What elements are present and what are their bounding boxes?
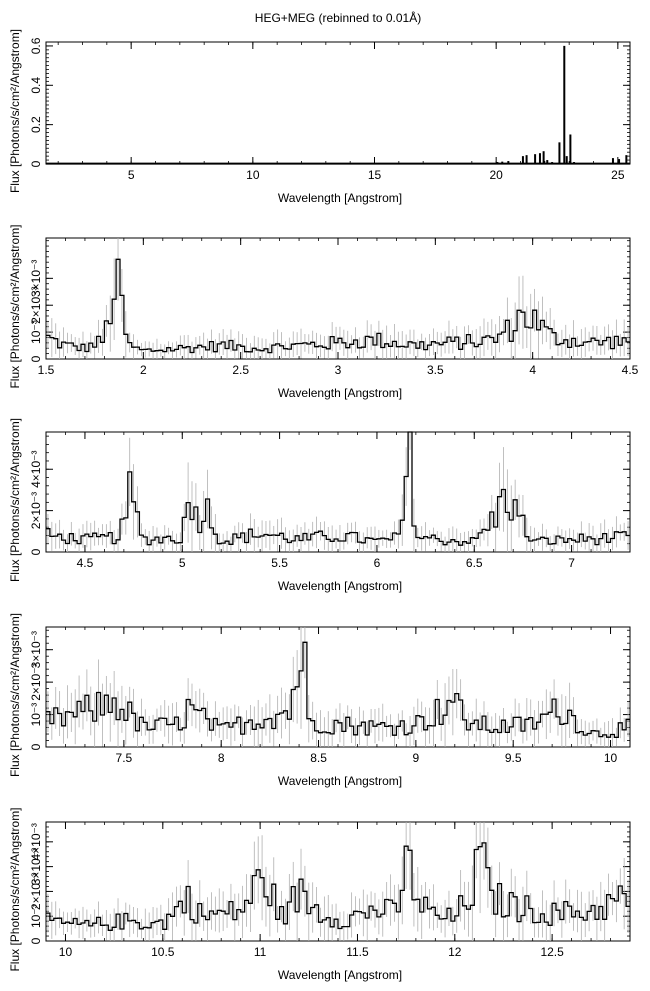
- x-tick-label: 2.5: [232, 363, 249, 377]
- y-tick-label: 4×10⁻³: [29, 451, 43, 488]
- x-tick-label: 11: [254, 945, 267, 959]
- series-2: [46, 238, 630, 359]
- y-tick-label: 0.4: [29, 77, 43, 94]
- panel-5: 10 10.5 11 11.5 12 12.5 0 10⁻³2×10⁻³3×10⁻³4×10⁻…: [8, 807, 631, 982]
- series-4: [46, 627, 630, 747]
- x-tick-label: 4: [529, 363, 536, 377]
- panel-4: 7.5 8 8.5 9 9.5 10 0 10⁻³ 2×10⁻³3×10⁻³ Wavelength…: [8, 613, 631, 788]
- x-tick-label: 10: [246, 168, 260, 182]
- y-axis-label: Flux [Photons/s/cm²/Angstrom]: [8, 807, 22, 971]
- x-tick-label: 25: [611, 168, 625, 182]
- y-tick-label: 0: [29, 548, 43, 555]
- x-tick-label: 5.5: [271, 556, 288, 570]
- x-tick-label: 12: [448, 945, 462, 959]
- y-tick-label: 4×10⁻³: [29, 823, 43, 860]
- x-tick-label: 1.5: [38, 363, 55, 377]
- y-tick-label: 10⁻³: [29, 904, 43, 928]
- y-tick-label: 0: [29, 160, 43, 167]
- y-tick-label: 0.6: [29, 37, 43, 54]
- x-tick-label: 8: [218, 751, 225, 765]
- y-tick-label: 2×10⁻³: [29, 287, 43, 324]
- y-tick-label: 10⁻³: [29, 703, 43, 727]
- y-axis-label: Flux [Photons/s/cm²/Angstrom]: [8, 613, 22, 777]
- x-tick-label: 5: [128, 168, 135, 182]
- y-tick-label: 0.2: [29, 116, 43, 133]
- panel-3: 4.5 5 5.5 6 6.5 7 0 2×10⁻³ 4×10⁻³ Wavelength [Ang…: [8, 418, 631, 593]
- y-tick-label: 10⁻³: [29, 320, 43, 344]
- y-tick-label: 2×10⁻³: [29, 873, 43, 910]
- spectrum-line: [46, 842, 630, 931]
- plot-frame: [45, 41, 631, 165]
- x-tick-label: 2: [140, 363, 147, 377]
- y-tick-label: 0: [29, 937, 43, 944]
- y-tick-label: 3×10⁻³: [29, 848, 43, 885]
- x-axis-label: Wavelength [Angstrom]: [278, 968, 402, 982]
- x-axis-label: Wavelength [Angstrom]: [278, 386, 402, 400]
- spectrum-line: [46, 431, 630, 546]
- x-tick-label: 6: [374, 556, 381, 570]
- series-1: [46, 45, 630, 165]
- y-tick-label: 0: [29, 355, 43, 362]
- y-tick-label: 2×10⁻³: [29, 663, 43, 700]
- panel-1: 5 10 15 20 25 0 0.2 0.4 0.6 Wavelength [Angstrom]…: [8, 29, 631, 205]
- x-tick-label: 10: [604, 751, 618, 765]
- x-tick-label: 7: [568, 556, 575, 570]
- spectrum-line: [46, 641, 630, 738]
- x-tick-label: 10: [59, 945, 73, 959]
- x-tick-label: 6.5: [466, 556, 483, 570]
- series-3: [46, 431, 630, 552]
- y-axis-label: Flux [Photons/s/cm²/Angstrom]: [8, 418, 22, 582]
- x-tick-label: 3: [335, 363, 342, 377]
- x-axis-label: Wavelength [Angstrom]: [278, 191, 402, 205]
- x-tick-label: 20: [489, 168, 503, 182]
- x-tick-label: 4.5: [622, 363, 639, 377]
- panel-2: 1.5 2 2.5 3 3.5 4 4.5 0 10⁻³2×10⁻³3×10⁻³ Waveleng…: [8, 224, 639, 400]
- y-tick-label: 3×10⁻³: [29, 260, 43, 297]
- x-tick-label: 12.5: [540, 945, 564, 959]
- y-tick-label: 3×10⁻³: [29, 631, 43, 668]
- y-tick-label: 2×10⁻³: [29, 492, 43, 529]
- x-tick-label: 8.5: [310, 751, 327, 765]
- x-tick-label: 5: [179, 556, 186, 570]
- x-axis-label: Wavelength [Angstrom]: [278, 774, 402, 788]
- x-tick-label: 11.5: [346, 945, 369, 959]
- x-tick-label: 4.5: [77, 556, 94, 570]
- x-tick-label: 9: [413, 751, 420, 765]
- x-tick-label: 3.5: [427, 363, 444, 377]
- x-tick-label: 10.5: [151, 945, 175, 959]
- x-tick-label: 15: [368, 168, 382, 182]
- y-axis-label: Flux [Photons/s/cm²/Angstrom]: [8, 224, 22, 388]
- spectrum-line: [46, 258, 630, 354]
- series-5: [46, 822, 630, 941]
- x-tick-label: 9.5: [505, 751, 522, 765]
- x-tick-label: 7.5: [116, 751, 133, 765]
- y-tick-label: 0: [29, 743, 43, 750]
- x-axis-label: Wavelength [Angstrom]: [278, 579, 402, 593]
- figure-title: HEG+MEG (rebinned to 0.01Å): [255, 10, 421, 25]
- y-axis-label: Flux [Photons/s/cm²/Angstrom]: [8, 29, 22, 193]
